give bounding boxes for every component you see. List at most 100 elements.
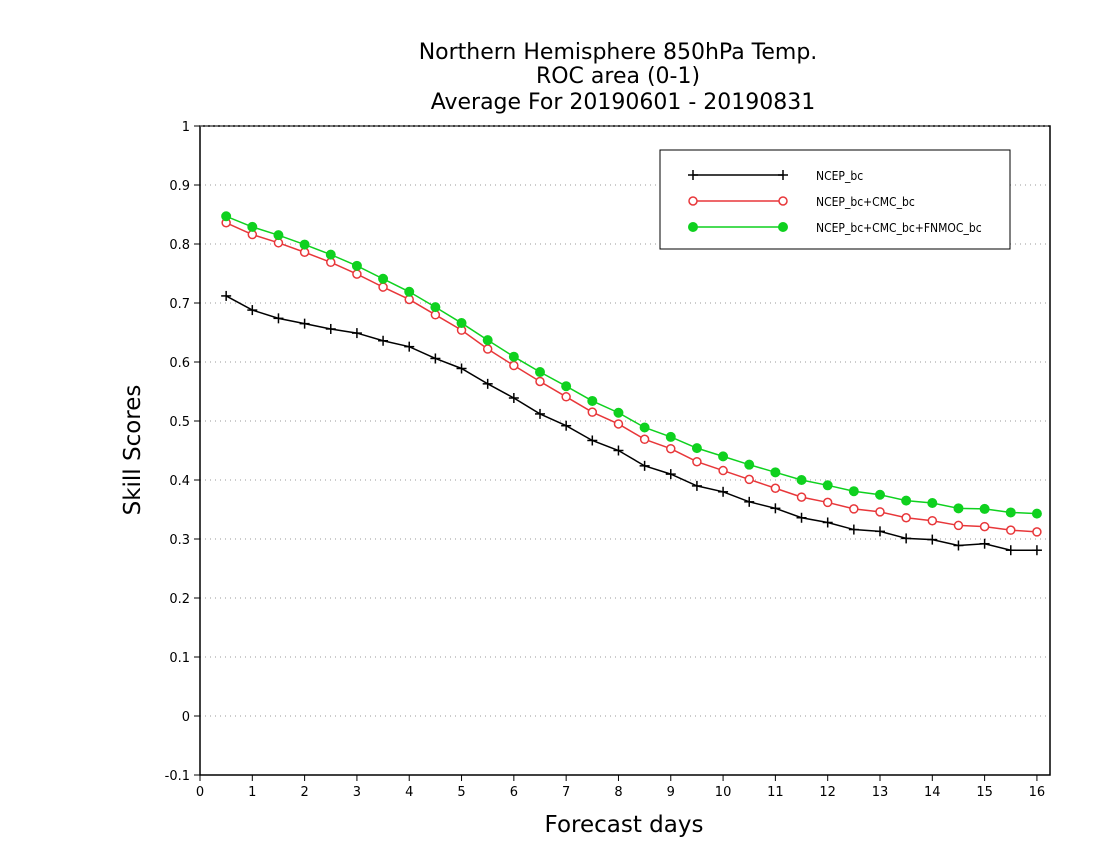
data-point <box>639 460 650 471</box>
data-point <box>508 351 519 362</box>
data-point <box>430 353 441 364</box>
data-point <box>247 305 258 316</box>
data-point <box>822 480 833 491</box>
data-point <box>875 507 885 517</box>
data-point <box>979 538 990 549</box>
series-line <box>225 295 1037 551</box>
x-tick-label: 11 <box>767 785 784 800</box>
series-2 <box>221 218 1042 537</box>
y-tick-label: 0 <box>182 710 190 725</box>
data-point <box>456 363 467 374</box>
y-tick-label: 0.6 <box>169 356 190 371</box>
y-tick-label: 0.7 <box>169 297 190 312</box>
legend-marker <box>778 196 788 206</box>
data-point <box>456 318 467 329</box>
legend-label: NCEP_bc <box>816 169 863 183</box>
x-tick-label: 16 <box>1029 785 1046 800</box>
data-point <box>561 392 571 402</box>
y-tick-label: 0.9 <box>169 179 190 194</box>
data-point <box>351 328 362 339</box>
legend-entry-2: NCEP_bc+CMC_bc <box>688 195 915 209</box>
data-point <box>273 313 284 324</box>
data-point <box>561 420 572 431</box>
data-point <box>770 503 781 514</box>
data-point <box>1032 527 1042 537</box>
data-point <box>378 273 389 284</box>
data-point <box>692 456 702 467</box>
series-3 <box>221 211 1042 519</box>
data-point <box>352 269 362 279</box>
x-tick-label: 4 <box>405 785 413 800</box>
data-point <box>561 381 572 392</box>
y-tick-label: 0.1 <box>169 651 190 666</box>
data-point <box>404 286 415 297</box>
data-point <box>744 474 754 485</box>
data-point <box>325 323 336 334</box>
data-point <box>639 422 650 433</box>
x-tick-label: 8 <box>614 785 622 800</box>
data-point <box>378 335 389 346</box>
x-tick-label: 13 <box>872 785 889 800</box>
data-point <box>665 469 676 480</box>
gridlines <box>200 184 1050 717</box>
legend-label: NCEP_bc+CMC_bc+FNMOC_bc <box>816 221 982 235</box>
data-point <box>535 408 545 419</box>
x-tick-label: 9 <box>667 785 675 800</box>
chart-title: Northern Hemisphere 850hPa Temp. ROC are… <box>419 40 818 115</box>
data-point <box>796 512 807 523</box>
legend-marker <box>688 170 698 180</box>
series-line <box>225 222 1037 533</box>
data-point <box>1005 545 1016 556</box>
data-point <box>979 503 990 514</box>
data-point <box>587 407 598 417</box>
data-point <box>299 318 310 329</box>
data-point <box>247 221 258 232</box>
data-point <box>639 434 650 445</box>
data-point <box>979 521 990 532</box>
data-point <box>718 486 729 497</box>
x-tick-label: 10 <box>715 785 732 800</box>
data-point <box>482 344 493 354</box>
data-point <box>796 475 807 485</box>
data-point <box>665 431 676 442</box>
x-tick-label: 0 <box>196 785 204 800</box>
axes: -0.100.10.20.30.40.50.60.70.80.910 1 2 3 4 5 6… <box>165 120 1051 800</box>
data-point <box>430 302 441 313</box>
data-point <box>1031 545 1042 556</box>
data-point <box>691 443 702 454</box>
chart-title-line-1: Northern Hemisphere 850hPa Temp. <box>419 40 818 65</box>
data-point <box>875 526 885 537</box>
data-point <box>927 515 938 526</box>
legend-label: NCEP_bc+CMC_bc <box>816 195 915 209</box>
y-tick-label: 0.3 <box>169 533 190 548</box>
legend-marker <box>688 196 698 206</box>
data-point <box>848 524 859 535</box>
data-point <box>509 360 519 371</box>
data-point <box>666 443 676 454</box>
data-point <box>770 483 781 494</box>
data-point <box>535 376 545 387</box>
legend-marker <box>778 222 788 232</box>
data-point <box>587 435 598 446</box>
data-point <box>901 533 912 544</box>
legend-entry-1: NCEP_bc <box>688 169 863 183</box>
x-tick-label: 3 <box>353 785 361 800</box>
data-point <box>875 489 885 500</box>
data-point <box>482 378 493 389</box>
data-point <box>1031 508 1042 519</box>
data-point <box>1006 525 1016 535</box>
data-point <box>848 486 859 497</box>
data-point <box>535 367 545 378</box>
legend: NCEP_bc NCEP_bc+CMC_bc NCEP_bc+CMC_bc+FNMO… <box>659 149 1011 250</box>
y-tick-label: 0.2 <box>169 592 190 607</box>
y-tick-label: 0.4 <box>169 474 190 489</box>
data-point <box>613 407 624 418</box>
data-point <box>221 211 232 222</box>
series-line <box>225 215 1037 515</box>
data-point <box>901 495 912 506</box>
data-point <box>613 445 624 456</box>
legend-box <box>659 149 1011 250</box>
data-point <box>927 498 938 509</box>
legend-marker <box>778 170 788 180</box>
data-point <box>718 451 729 462</box>
